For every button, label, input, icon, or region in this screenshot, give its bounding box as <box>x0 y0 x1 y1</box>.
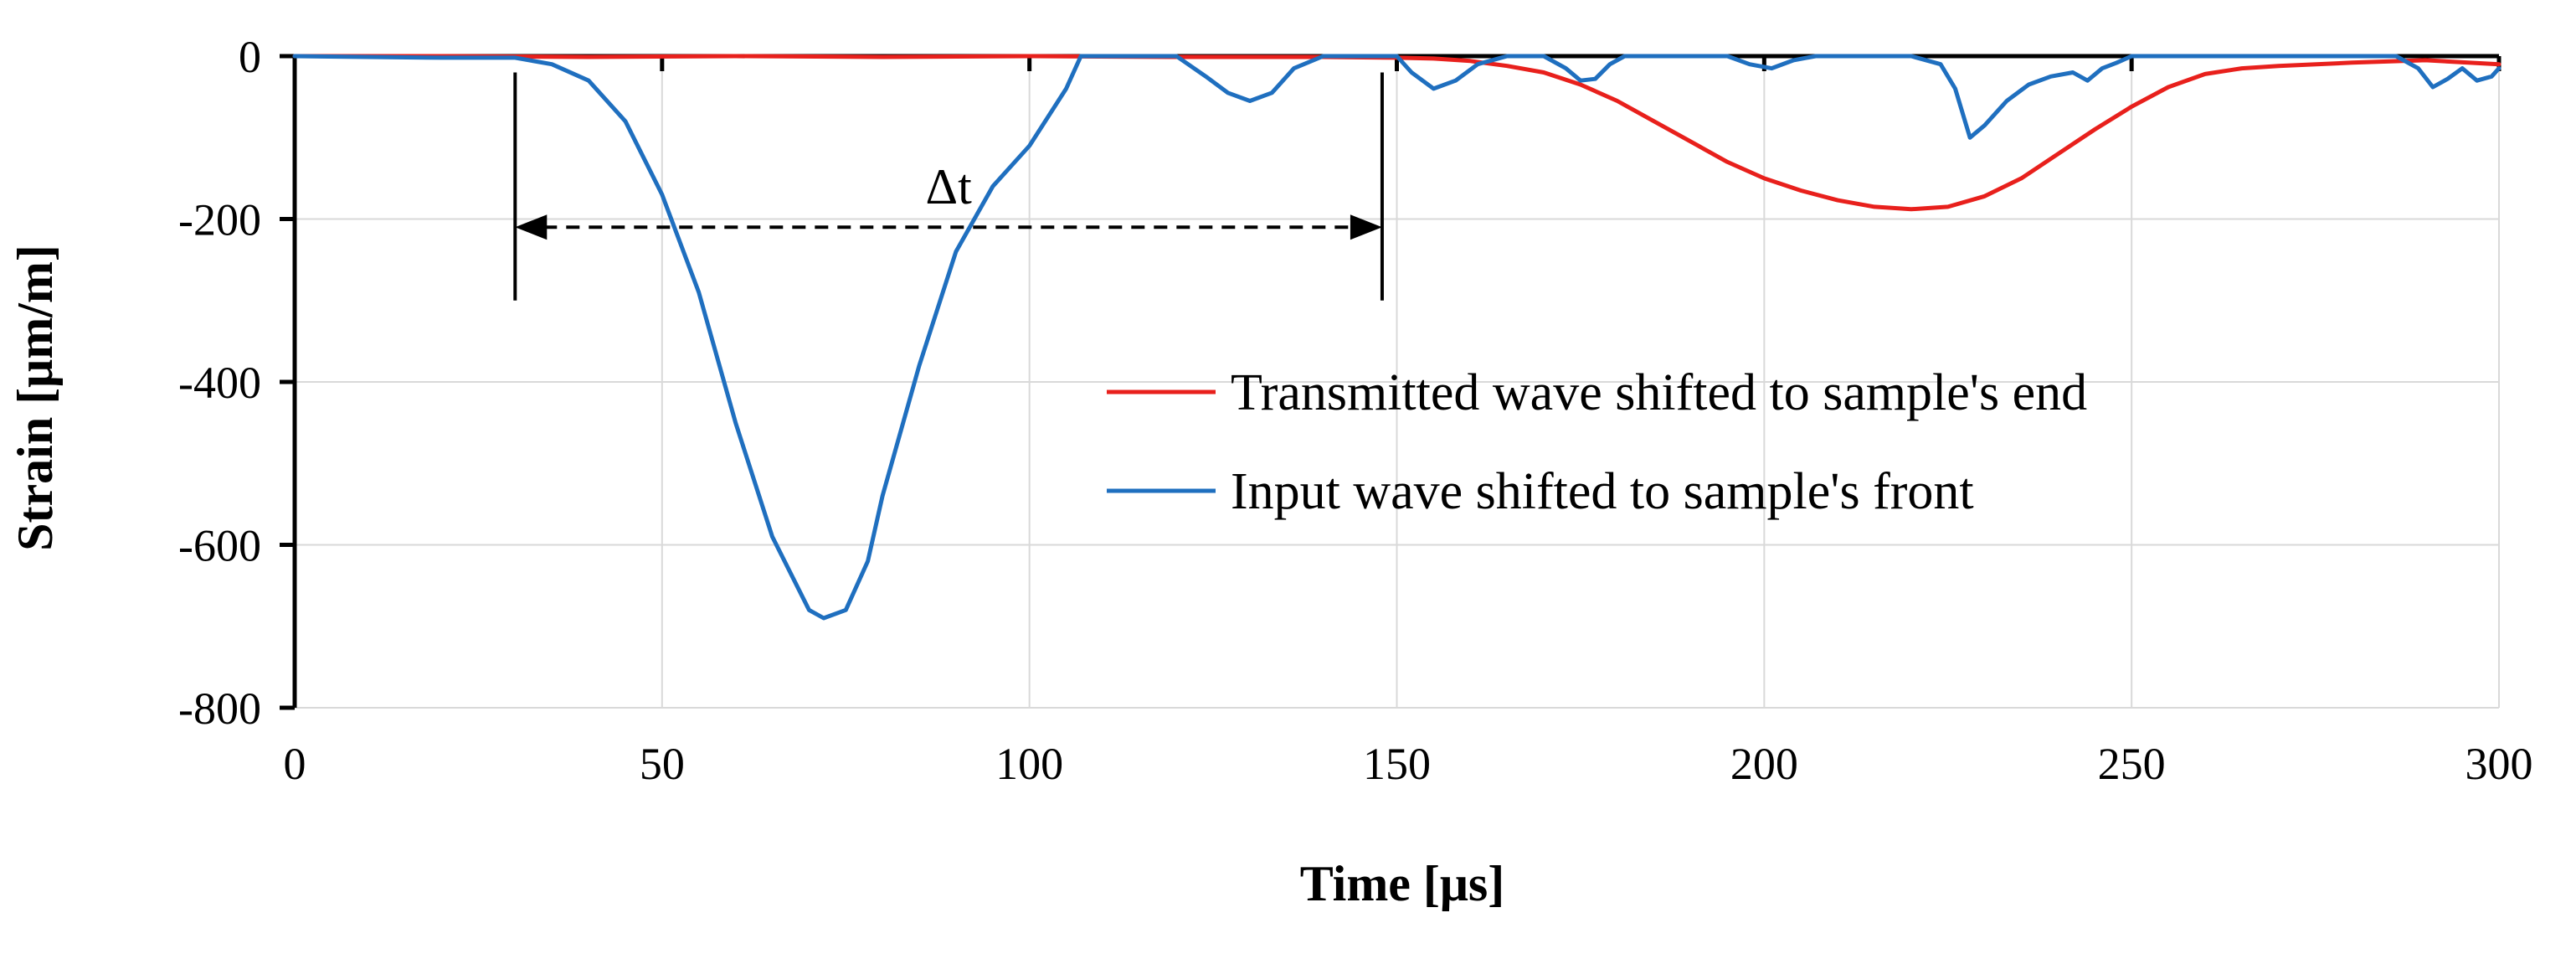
y-axis-title: Strain [μm/m] <box>8 245 63 551</box>
delta-t-annotation: Δt <box>513 72 1384 301</box>
grid-lines <box>294 55 2500 709</box>
x-tick-label: 100 <box>995 739 1063 789</box>
x-axis-title: Time [μs] <box>1300 856 1505 911</box>
y-tick-label: -800 <box>178 683 261 734</box>
legend-label-1: Input wave shifted to sample's front <box>1231 463 1974 520</box>
y-tick-label: -200 <box>178 195 261 245</box>
y-tick-label: 0 <box>239 32 261 82</box>
series-lines <box>292 54 2501 621</box>
x-tick-label: 200 <box>1730 739 1798 789</box>
delta-t-label: Δt <box>925 159 972 214</box>
x-tick-label: 250 <box>2098 739 2166 789</box>
delta-t-arrowhead-right <box>1350 214 1382 240</box>
x-tick-label: 300 <box>2465 739 2533 789</box>
legend: Transmitted wave shifted to sample's end… <box>1107 364 2087 520</box>
y-tick-label: -600 <box>178 521 261 571</box>
delta-t-arrowhead-left <box>515 214 548 240</box>
series-line-1 <box>292 54 2501 621</box>
legend-label-0: Transmitted wave shifted to sample's end <box>1231 364 2087 421</box>
x-tick-label: 50 <box>640 739 685 789</box>
x-tick-label: 0 <box>284 739 306 789</box>
x-tick-label: 150 <box>1363 739 1431 789</box>
y-tick-label: -400 <box>178 358 261 408</box>
